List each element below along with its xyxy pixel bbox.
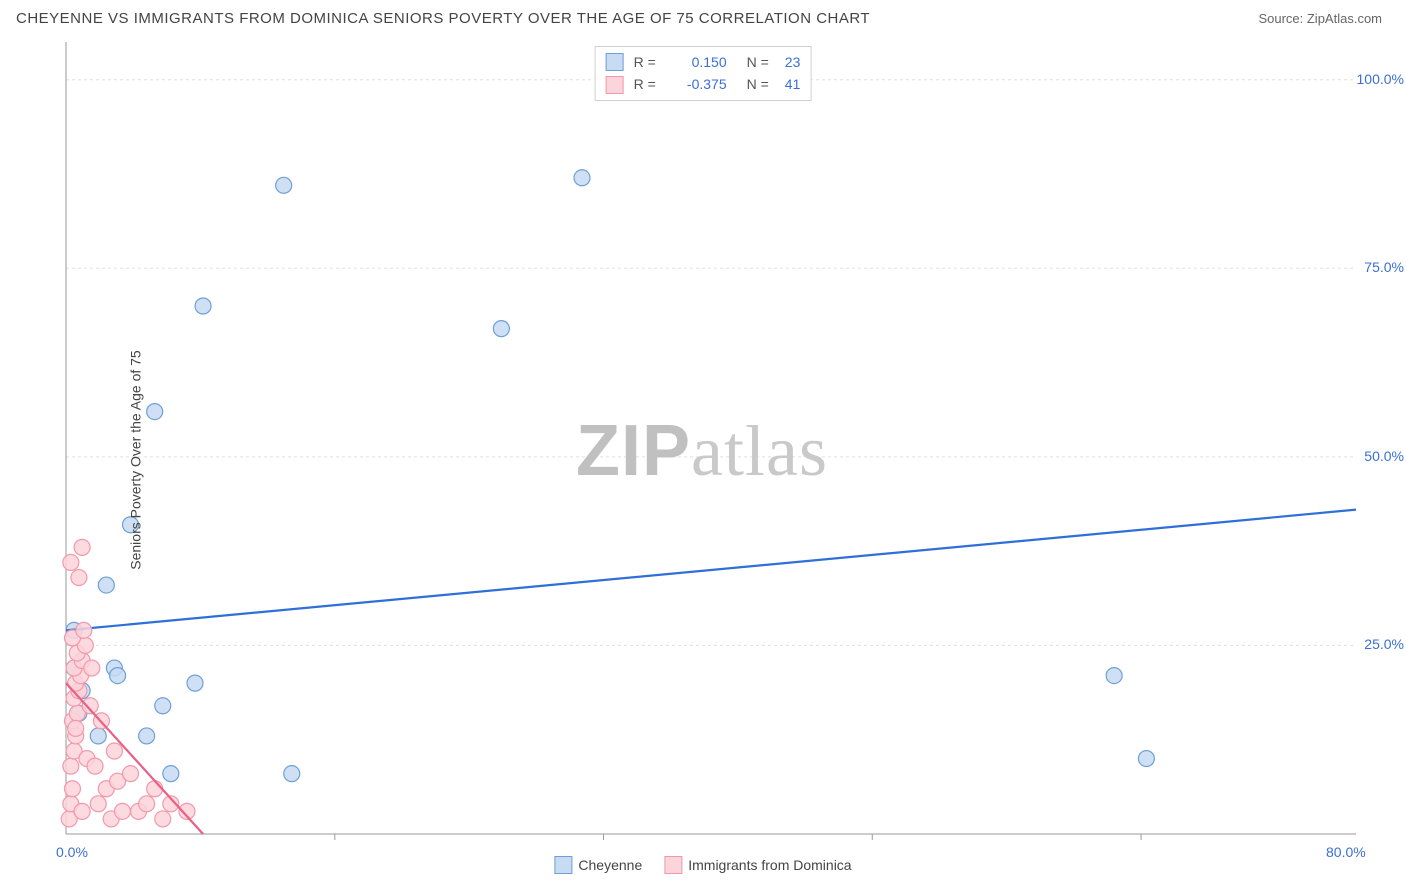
legend-swatch — [606, 53, 624, 71]
data-point — [155, 698, 171, 714]
data-point — [90, 728, 106, 744]
n-label: N = — [747, 73, 769, 95]
data-point — [493, 321, 509, 337]
chart-title: CHEYENNE VS IMMIGRANTS FROM DOMINICA SEN… — [16, 10, 870, 27]
data-point — [63, 554, 79, 570]
legend-stat-row: R = -0.375 N = 41 — [606, 73, 801, 95]
legend-swatch — [664, 856, 682, 874]
data-point — [147, 781, 163, 797]
data-point — [1138, 751, 1154, 767]
data-point — [155, 811, 171, 827]
n-value: 23 — [785, 51, 801, 73]
data-point — [147, 404, 163, 420]
scatter-plot-svg — [16, 40, 1390, 880]
r-label: R = — [634, 73, 662, 95]
chart-container: Seniors Poverty Over the Age of 75 ZIPat… — [16, 40, 1390, 880]
data-point — [114, 803, 130, 819]
r-value: -0.375 — [672, 73, 727, 95]
legend-label: Immigrants from Dominica — [688, 857, 851, 873]
data-point — [195, 298, 211, 314]
data-point — [76, 622, 92, 638]
trend-line — [66, 510, 1356, 631]
data-point — [63, 758, 79, 774]
data-point — [74, 539, 90, 555]
data-point — [87, 758, 103, 774]
y-tick-label: 75.0% — [1364, 259, 1404, 275]
data-point — [163, 766, 179, 782]
x-tick-label: 80.0% — [1326, 844, 1366, 860]
r-value: 0.150 — [672, 51, 727, 73]
y-tick-label: 50.0% — [1364, 448, 1404, 464]
data-point — [276, 177, 292, 193]
data-point — [84, 660, 100, 676]
x-tick-label: 0.0% — [56, 844, 88, 860]
data-point — [123, 766, 139, 782]
data-point — [139, 728, 155, 744]
data-point — [71, 570, 87, 586]
legend-stat-row: R = 0.150 N = 23 — [606, 51, 801, 73]
legend-item: Cheyenne — [554, 856, 642, 874]
y-tick-label: 25.0% — [1364, 636, 1404, 652]
data-point — [284, 766, 300, 782]
legend-swatch — [554, 856, 572, 874]
data-point — [187, 675, 203, 691]
data-point — [574, 170, 590, 186]
n-label: N = — [747, 51, 769, 73]
n-value: 41 — [785, 73, 801, 95]
data-point — [98, 577, 114, 593]
source-attribution: Source: ZipAtlas.com — [1258, 11, 1382, 26]
y-tick-label: 100.0% — [1357, 71, 1404, 87]
legend-label: Cheyenne — [578, 857, 642, 873]
y-axis-label: Seniors Poverty Over the Age of 75 — [128, 350, 144, 569]
data-point — [110, 668, 126, 684]
data-point — [90, 796, 106, 812]
data-point — [139, 796, 155, 812]
legend-swatch — [606, 76, 624, 94]
legend-item: Immigrants from Dominica — [664, 856, 851, 874]
r-label: R = — [634, 51, 662, 73]
data-point — [106, 743, 122, 759]
legend-series: Cheyenne Immigrants from Dominica — [554, 856, 851, 874]
legend-correlation: R = 0.150 N = 23 R = -0.375 N = 41 — [595, 46, 812, 101]
data-point — [74, 803, 90, 819]
data-point — [64, 781, 80, 797]
data-point — [1106, 668, 1122, 684]
data-point — [68, 720, 84, 736]
